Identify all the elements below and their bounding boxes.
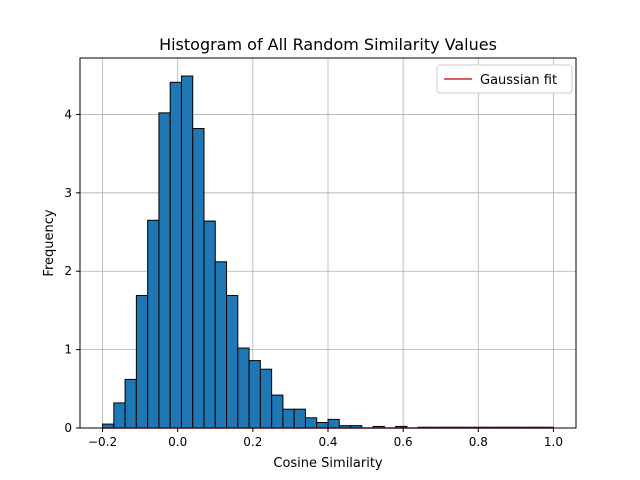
histogram-bar-19 [316,422,329,429]
histogram-bar-16 [282,408,295,429]
histogram-bar-1 [113,402,126,429]
y-axis-label: Frequency [42,209,57,276]
x-tick-label-1: 0.0 [168,435,187,449]
histogram-bar-11 [226,295,239,429]
y-axis-ticks: 0 1 2 3 4 [64,107,80,435]
chart-title: Histogram of All Random Similarity Value… [159,35,497,54]
x-tick-label-0: −0.2 [88,435,117,449]
x-tick-label-4: 0.6 [394,435,413,449]
x-tick-label-2: 0.2 [243,435,262,449]
histogram-bar-6 [169,81,182,429]
histogram-bar-14 [259,368,273,429]
histogram-bar-15 [271,394,284,429]
histogram-bar-13 [248,360,261,429]
histogram-bars [102,75,554,429]
y-tick-label-1: 1 [64,343,72,357]
x-tick-label-6: 1.0 [544,435,563,449]
histogram-bar-9 [203,220,216,429]
histogram-bar-18 [304,417,318,429]
histogram-bar-3 [135,295,149,429]
legend-label-gaussian-fit: Gaussian fit [480,73,557,88]
y-tick-label-2: 2 [64,264,72,278]
y-tick-label-0: 0 [64,421,72,435]
histogram-bar-10 [214,261,228,429]
legend-box [436,64,573,94]
histogram-bar-20 [327,418,340,429]
legend: Gaussian fit [436,64,573,94]
histogram-bar-5 [158,112,171,429]
x-tick-label-5: 0.8 [469,435,488,449]
histogram-bar-2 [124,378,137,429]
x-tick-label-3: 0.4 [318,435,337,449]
histogram-bar-12 [237,347,250,429]
y-tick-label-4: 4 [64,107,72,121]
histogram-bar-17 [293,408,306,429]
x-axis-ticks: −0.2 0.0 0.2 0.4 0.6 0.8 1.0 [88,428,563,449]
y-tick-label-3: 3 [64,186,72,200]
histogram-bar-4 [147,219,160,429]
x-axis-label: Cosine Similarity [273,456,383,471]
histogram-bar-8 [192,128,205,429]
histogram-bar-7 [180,75,194,429]
